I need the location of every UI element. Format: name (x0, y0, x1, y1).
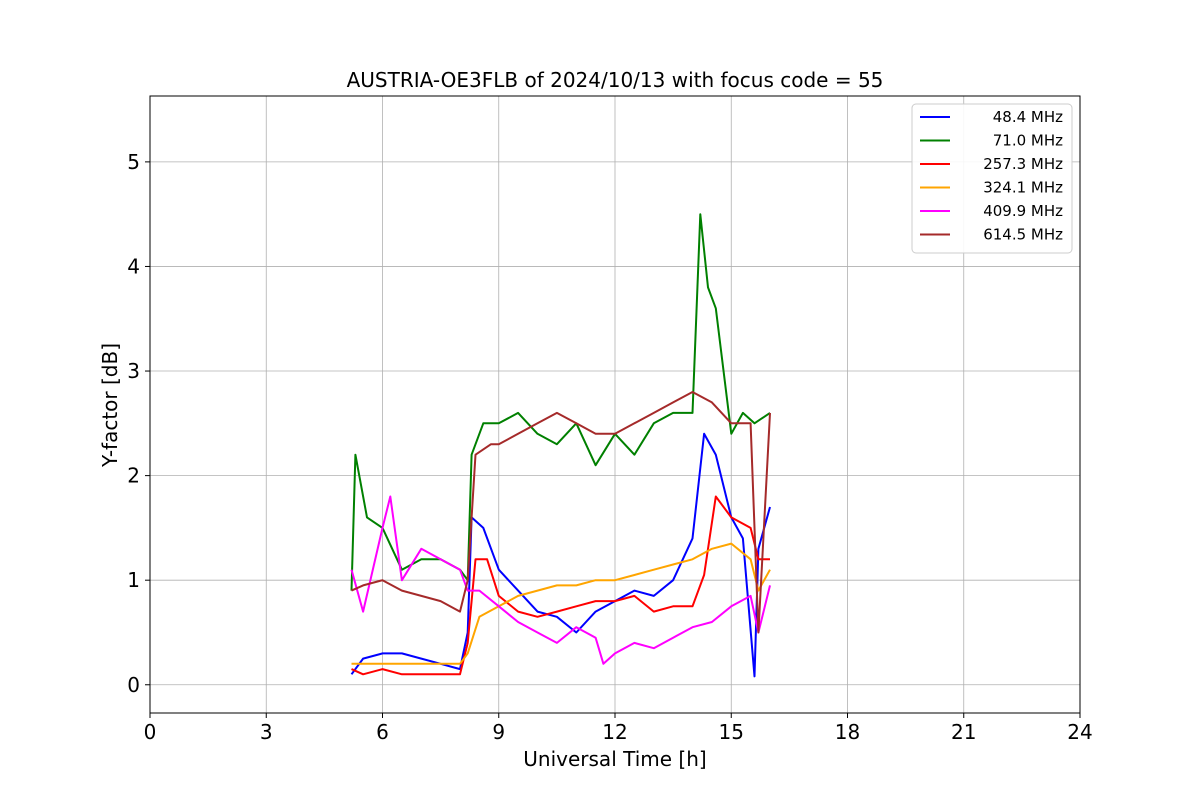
legend-box (911, 103, 1073, 254)
series-line-4 (350, 495, 771, 665)
x-tick-label: 0 (144, 720, 157, 744)
x-tick-label: 9 (492, 720, 505, 744)
legend-label: 614.5 MHz (983, 226, 1063, 244)
y-tick-label: 4 (127, 254, 140, 278)
series-line-5 (351, 391, 771, 634)
series-line-2 (351, 495, 770, 676)
grid (149, 96, 1081, 713)
y-tick-label: 1 (127, 568, 140, 592)
legend: 48.4 MHz 71.0 MHz 257.3 MHz 324.1 MHz 409.9 … (911, 103, 1073, 254)
legend-label: 324.1 MHz (983, 179, 1063, 197)
x-tick-label: 6 (376, 720, 389, 744)
x-axis-label: Universal Time [h] (523, 747, 706, 771)
x-tick-label: 24 (1067, 720, 1092, 744)
x-tick-label: 3 (260, 720, 273, 744)
x-tick-label: 18 (835, 720, 860, 744)
series-line-1 (350, 213, 771, 591)
x-tick-label: 21 (951, 720, 976, 744)
series-line-3 (351, 542, 771, 665)
x-tick-label: 12 (602, 720, 627, 744)
series-line-0 (350, 432, 771, 678)
y-tick-label: 5 (127, 150, 140, 174)
y-tick-label: 3 (127, 359, 140, 383)
y-axis-label: Y-factor [dB] (98, 343, 122, 468)
x-tick-label: 15 (719, 720, 744, 744)
chart-title: AUSTRIA-OE3FLB of 2024/10/13 with focus … (347, 68, 884, 92)
series-lines (350, 213, 771, 678)
y-tick-label: 0 (127, 673, 140, 697)
legend-label: 409.9 MHz (983, 202, 1063, 220)
legend-label: 257.3 MHz (983, 155, 1063, 173)
y-tick-label: 2 (127, 464, 140, 488)
legend-label: 71.0 MHz (993, 132, 1063, 150)
legend-label: 48.4 MHz (993, 108, 1063, 126)
